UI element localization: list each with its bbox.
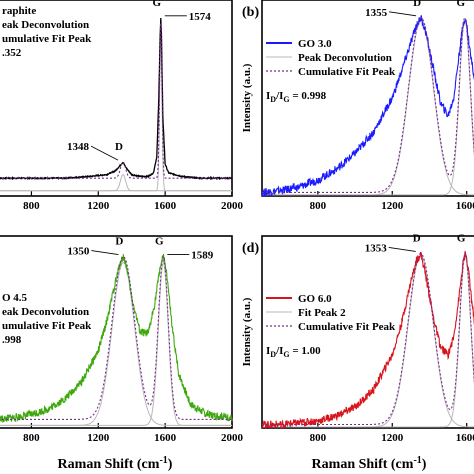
- plot-frame: [0, 235, 233, 429]
- x-tick-label: 1200: [87, 432, 110, 444]
- fit-peak-g: [262, 20, 474, 196]
- intensity-ratio: ID/IG = 0.998: [266, 90, 327, 104]
- peak-letter-d: D: [115, 141, 123, 153]
- legend-label: O 4.5: [2, 292, 28, 304]
- spectrum-line: [0, 253, 233, 424]
- panel-d: 800 1200 1600 Intensity (a.u.) (d) D 1353 G GO 6…: [241, 232, 474, 444]
- x-tick-label: 1200: [87, 200, 110, 212]
- x-tick-label: 1600: [456, 200, 474, 212]
- legend-label: raphite: [2, 5, 36, 17]
- fit-peak-d: [262, 255, 474, 428]
- peak-position-d: 1350: [67, 246, 90, 258]
- panel-a: 800 1200 1600 2000 D 1348 G 1574 raphite eak Deco…: [0, 0, 244, 212]
- spectrum-line: [261, 15, 474, 197]
- y-axis-label: Intensity (a.u.): [241, 63, 253, 132]
- plot-frame: [0, 0, 233, 197]
- legend-label: eak Deconvolution: [2, 306, 89, 318]
- peak-arrow: [91, 250, 119, 255]
- peak-arrow: [90, 145, 119, 161]
- x-tick-label: 800: [310, 200, 327, 212]
- x-axis-label: Raman Shift (cm-1): [58, 455, 173, 472]
- fit-peak-g: [0, 36, 232, 192]
- cumulative-fit-line: [262, 251, 474, 426]
- y-axis-label: Intensity (a.u.): [241, 297, 253, 366]
- x-tick-label: 2000: [221, 432, 244, 444]
- peak-letter-d: D: [413, 0, 421, 9]
- peak-position-g: 1574: [189, 11, 212, 23]
- x-tick-label: 1200: [381, 432, 404, 444]
- peak-letter-g: G: [155, 236, 164, 248]
- peak-position-d: 1355: [365, 7, 388, 19]
- fit-peak-g: [262, 254, 474, 428]
- intensity-ratio: .352: [2, 47, 22, 59]
- peak-letter-d: D: [115, 236, 123, 248]
- fit-peak-d: [262, 19, 474, 196]
- x-tick-label: 1200: [381, 200, 404, 212]
- peak-arrow: [388, 247, 416, 252]
- cumulative-fit-line: [0, 23, 232, 179]
- x-tick-label: 1600: [154, 200, 177, 212]
- panel-label: (b): [242, 5, 259, 20]
- peak-arrow: [389, 11, 417, 17]
- legend-label: umulative Fit Peak: [2, 33, 92, 45]
- panel-c: 800 1200 1600 2000 D 1350 G 1589 O 4.5 eak Deconv…: [0, 235, 244, 444]
- peak-position-g: 1589: [191, 250, 214, 262]
- legend-label: eak Deconvolution: [2, 19, 89, 31]
- legend-label: Cumulative Fit Peak: [298, 66, 396, 78]
- legend-label: Fit Peak 2: [298, 307, 346, 319]
- legend-label: Peak Deconvolution: [298, 52, 392, 64]
- fit-peak-g: [0, 261, 232, 426]
- legend-label: Cumulative Fit Peak: [298, 321, 396, 333]
- spectrum-line: [0, 17, 233, 181]
- legend-label: umulative Fit Peak: [2, 320, 92, 332]
- x-axis-label: Raman Shift (cm-1): [312, 455, 427, 472]
- x-tick-label: 800: [23, 432, 40, 444]
- spectrum-line: [261, 250, 474, 429]
- x-tick-label: 800: [23, 200, 40, 212]
- intensity-ratio: ID/IG = 1.00: [266, 345, 321, 359]
- plot-frame: [261, 0, 474, 197]
- fit-peak-d: [0, 262, 232, 426]
- legend-label: GO 6.0: [298, 293, 332, 305]
- intensity-ratio: .998: [2, 334, 22, 346]
- panel-label: (d): [242, 241, 259, 256]
- peak-letter-g: G: [457, 0, 466, 9]
- panel-b: 800 1200 1600 Intensity (a.u.) (b) D 1355 G GO 3…: [241, 0, 474, 212]
- legend-label: GO 3.0: [298, 38, 332, 50]
- x-tick-label: 1600: [456, 432, 474, 444]
- plot-frame: [261, 235, 474, 429]
- peak-letter-g: G: [457, 232, 466, 244]
- peak-position-d: 1348: [67, 141, 90, 153]
- peak-position-d: 1353: [365, 242, 388, 254]
- x-tick-label: 800: [310, 432, 327, 444]
- peak-letter-g: G: [153, 0, 162, 9]
- peak-letter-d: D: [413, 232, 421, 244]
- x-tick-label: 2000: [221, 200, 244, 212]
- x-tick-label: 1600: [154, 432, 177, 444]
